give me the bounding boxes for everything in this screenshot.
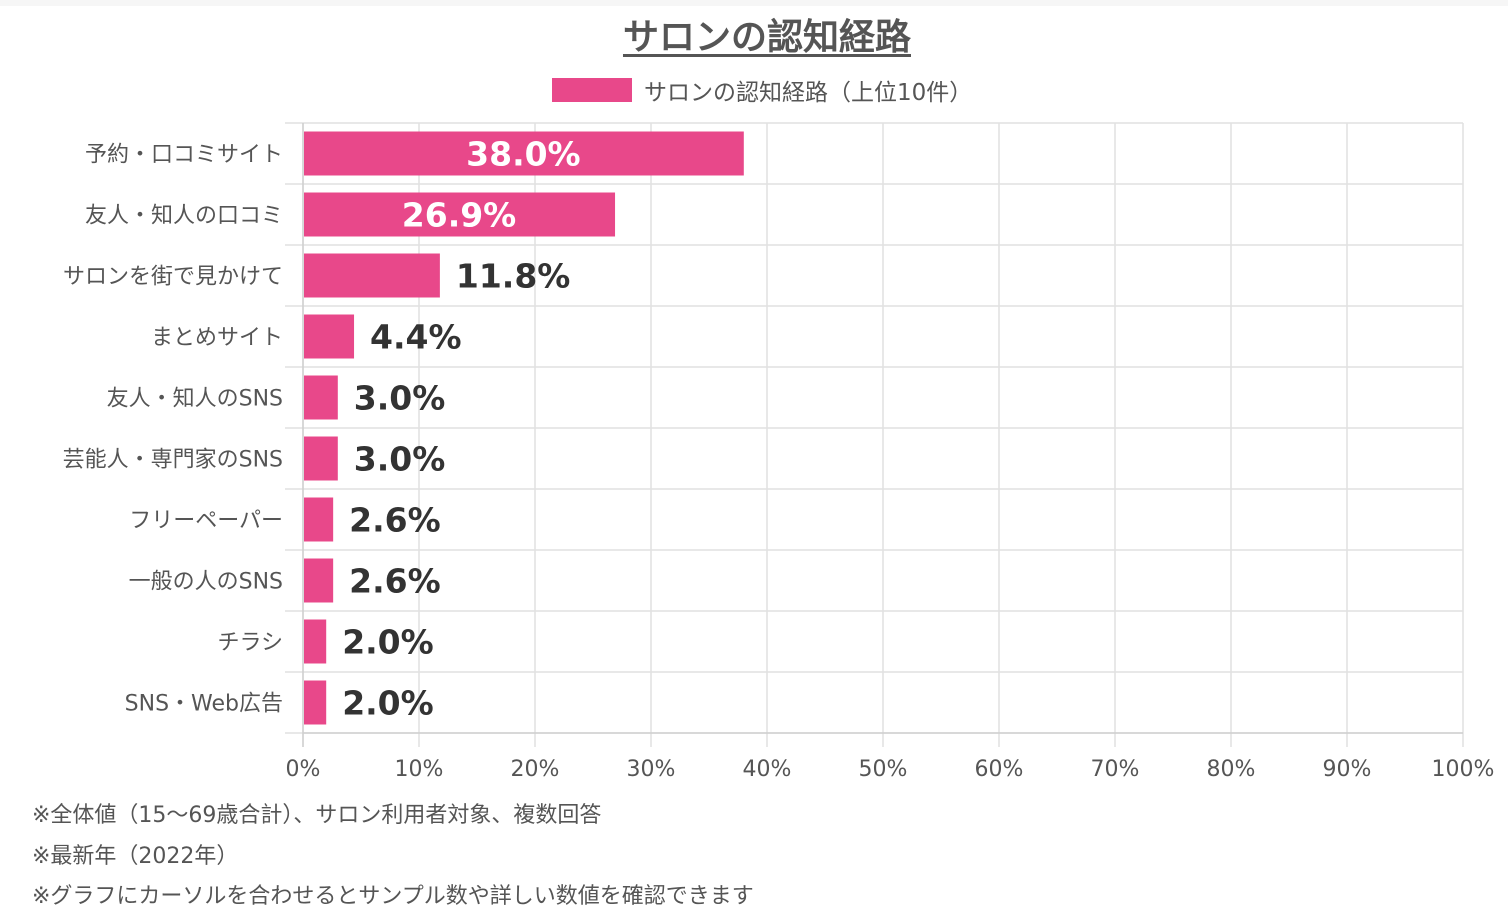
category-label: まとめサイト xyxy=(151,326,283,351)
x-tick-label: 20% xyxy=(511,757,560,782)
x-tick-label: 40% xyxy=(743,757,792,782)
category-label: 一般の人のSNS xyxy=(129,570,283,595)
bar[interactable] xyxy=(304,192,616,237)
value-label: 3.0% xyxy=(354,440,446,479)
bar[interactable] xyxy=(304,436,338,481)
category-label: 芸能人・専門家のSNS xyxy=(63,448,283,473)
value-label: 4.4% xyxy=(370,318,462,357)
bar[interactable] xyxy=(304,680,327,725)
category-label: サロンを街で見かけて xyxy=(63,265,283,290)
bar[interactable] xyxy=(304,497,334,542)
x-tick-label: 60% xyxy=(975,757,1024,782)
note-2: ※最新年（2022年） xyxy=(32,843,239,869)
notes: ※全体値（15〜69歳合計）、サロン利用者対象、複数回答 ※最新年（2022年）… xyxy=(32,796,754,918)
category-label: フリーペーパー xyxy=(129,509,283,534)
top-strip xyxy=(0,0,1508,6)
category-label: SNS・Web広告 xyxy=(125,692,283,717)
bar[interactable] xyxy=(304,558,334,603)
value-label: 26.9% xyxy=(402,196,517,235)
x-tick-label: 10% xyxy=(395,757,444,782)
value-label: 2.0% xyxy=(342,623,434,662)
note-3: ※グラフにカーソルを合わせるとサンプル数や詳しい数値を確認できます xyxy=(32,884,754,909)
bar[interactable] xyxy=(304,253,440,298)
legend-label: サロンの認知経路（上位10件） xyxy=(644,80,973,106)
bar[interactable] xyxy=(304,619,327,664)
value-label: 2.0% xyxy=(342,684,434,723)
category-label: 友人・知人のSNS xyxy=(107,387,283,412)
value-label: 2.6% xyxy=(349,501,441,540)
value-label: 3.0% xyxy=(354,379,446,418)
bar[interactable] xyxy=(304,375,338,420)
x-tick-label: 70% xyxy=(1091,757,1140,782)
x-tick-label: 100% xyxy=(1432,757,1495,782)
chart-title: サロンの認知経路 xyxy=(622,17,911,58)
category-label: 友人・知人の口コミ xyxy=(85,204,283,229)
x-tick-label: 0% xyxy=(286,757,321,782)
x-tick-label: 50% xyxy=(859,757,908,782)
category-label: チラシ xyxy=(217,631,283,656)
note-1: ※全体値（15〜69歳合計）、サロン利用者対象、複数回答 xyxy=(32,803,602,828)
legend-swatch[interactable] xyxy=(552,78,632,102)
bar[interactable] xyxy=(304,314,355,359)
category-label: 予約・口コミサイト xyxy=(85,143,283,168)
x-tick-label: 80% xyxy=(1207,757,1256,782)
value-label: 38.0% xyxy=(466,135,581,174)
bar[interactable] xyxy=(304,131,744,176)
x-tick-label: 90% xyxy=(1323,757,1372,782)
x-tick-label: 30% xyxy=(627,757,676,782)
value-label: 2.6% xyxy=(349,562,441,601)
value-label: 11.8% xyxy=(456,257,571,296)
legend[interactable]: サロンの認知経路（上位10件） xyxy=(552,74,972,106)
